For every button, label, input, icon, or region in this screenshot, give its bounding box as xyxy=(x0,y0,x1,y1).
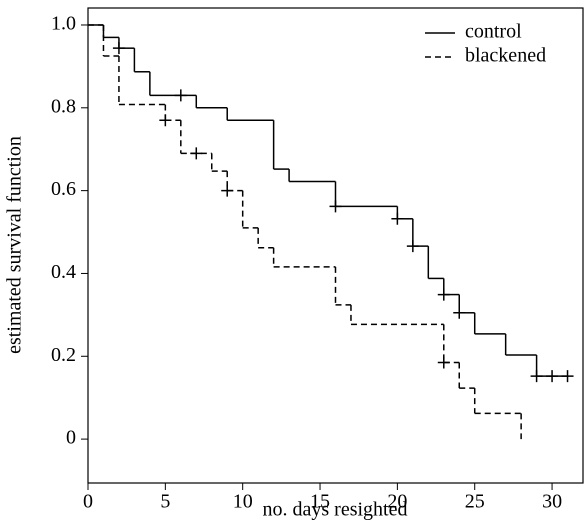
censor-mark xyxy=(221,184,234,197)
censor-mark xyxy=(530,370,543,383)
censor-mark xyxy=(437,356,450,369)
y-tick-label: 0.6 xyxy=(51,178,76,200)
legend-label: blackened xyxy=(465,45,546,67)
x-tick-label: 10 xyxy=(233,491,253,513)
censor-mark xyxy=(561,370,574,383)
x-axis-label: no. days resighted xyxy=(263,499,408,521)
x-tick-label: 30 xyxy=(542,491,562,513)
censor-mark xyxy=(112,42,125,55)
censor-mark xyxy=(453,306,466,319)
censor-mark xyxy=(437,288,450,301)
plot-frame xyxy=(87,7,584,484)
censor-mark xyxy=(190,147,203,160)
censor-mark xyxy=(159,114,172,127)
censor-mark xyxy=(174,89,187,102)
legend-label: control xyxy=(465,21,522,43)
y-tick-label: 0.8 xyxy=(51,95,76,117)
x-tick-label: 15 xyxy=(310,491,330,513)
censor-mark xyxy=(406,240,419,253)
x-tick-label: 20 xyxy=(387,491,407,513)
x-tick-label: 5 xyxy=(160,491,170,513)
y-tick-label: 0.4 xyxy=(51,261,76,283)
censor-mark xyxy=(391,212,404,225)
y-tick-label: 0.2 xyxy=(51,344,76,366)
censor-mark xyxy=(546,370,559,383)
y-axis-label: estimated survival function xyxy=(4,136,26,354)
x-tick-label: 0 xyxy=(83,491,93,513)
y-tick-label: 0 xyxy=(66,427,76,449)
y-tick-label: 1.0 xyxy=(51,13,76,35)
x-tick-label: 25 xyxy=(465,491,485,513)
censor-mark xyxy=(329,200,342,213)
